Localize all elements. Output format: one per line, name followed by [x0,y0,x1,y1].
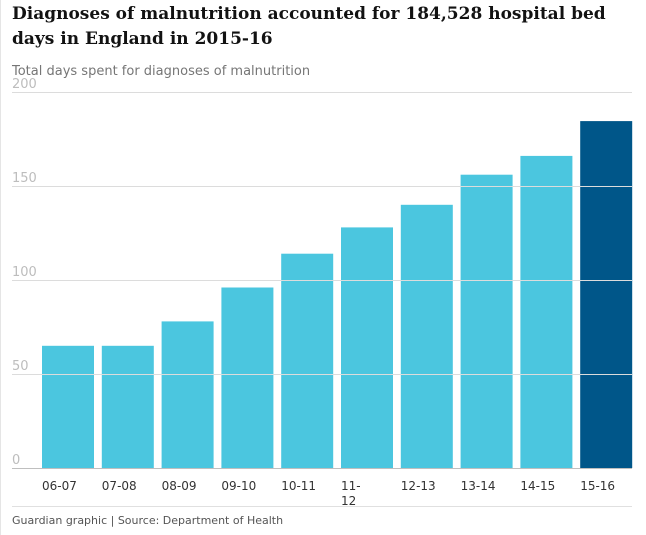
bar-09-10 [221,287,274,468]
bar-08-09 [161,321,214,468]
x-tick-label-14-15: 14-15 [520,479,555,493]
x-tick-label-line: 12 [341,494,356,508]
chart-subtitle: Total days spent for diagnoses of malnut… [12,64,311,79]
y-tick-label-0: 0 [12,453,20,468]
x-tick-label-08-09: 08-09 [162,479,197,493]
bar-06-07 [42,345,94,468]
bar-13-14 [460,174,513,468]
x-tick-label-line: 10-11 [281,479,316,493]
x-tick-label-line: 08-09 [162,479,197,493]
x-tick-label-12-13: 12-13 [401,479,436,493]
bar-12-13 [400,204,453,469]
x-tick-label-line: 12-13 [401,479,436,493]
y-tick-label-50: 50 [12,359,29,374]
x-tick-label-15-16: 15-16 [580,479,615,493]
x-tick-label-line: 07-08 [102,479,137,493]
x-tick-label-line: 14-15 [520,479,555,493]
x-tick-label-10-11: 10-11 [281,479,316,493]
bar-15-16 [580,121,633,468]
x-tick-label-11-12: 11-12 [341,479,361,508]
bar-07-08 [101,345,154,468]
x-tick-label-line: 11- [341,479,361,493]
x-tick-label-line: 15-16 [580,479,615,493]
x-tick-label-line: 13-14 [461,479,496,493]
y-tick-label-200: 200 [12,77,37,92]
x-tick-label-06-07: 06-07 [42,479,77,493]
chart-title: Diagnoses of malnutrition accounted for … [12,4,606,49]
bar-11-12 [341,227,393,468]
x-tick-label-07-08: 07-08 [102,479,137,493]
y-tick-label-150: 150 [12,171,37,186]
bar-10-11 [281,253,334,468]
source-credit: Guardian graphic | Source: Department of… [12,514,284,527]
x-tick-label-09-10: 09-10 [221,479,256,493]
x-tick-label-line: 09-10 [221,479,256,493]
left-border [0,0,1,535]
bar-14-15 [520,155,573,468]
y-tick-label-100: 100 [12,265,37,280]
x-tick-label-line: 06-07 [42,479,77,493]
x-tick-label-13-14: 13-14 [461,479,496,493]
